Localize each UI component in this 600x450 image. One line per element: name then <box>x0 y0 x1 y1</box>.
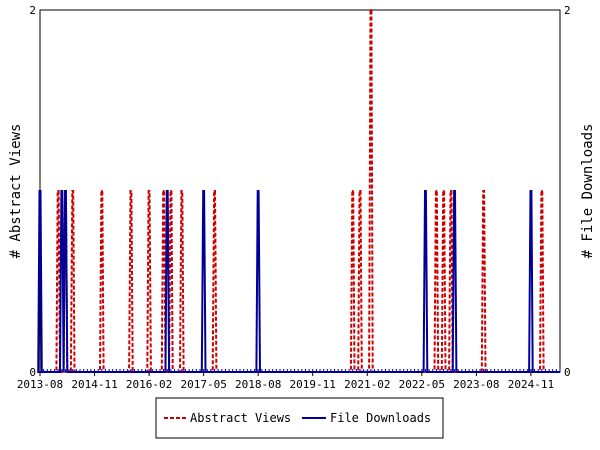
data-point-abstract-views <box>540 190 543 192</box>
data-point-abstract-views <box>129 190 132 192</box>
data-point-file-downloads <box>60 190 63 192</box>
series-layer <box>37 9 560 373</box>
data-point-abstract-views <box>57 190 60 192</box>
x-tick-label: 2013-08 <box>17 378 63 391</box>
x-tick-label: 2021-02 <box>344 378 390 391</box>
data-point-file-downloads <box>424 190 427 192</box>
x-tick-label: 2016-02 <box>126 378 172 391</box>
x-tick-label: 2024-11 <box>508 378 554 391</box>
y-tick-right-bottom: 0 <box>564 366 571 379</box>
x-tick-label: 2018-08 <box>235 378 281 391</box>
data-point-file-downloads <box>453 190 456 192</box>
x-tick-label: 2017-05 <box>180 378 226 391</box>
data-point-abstract-views <box>359 190 361 192</box>
legend-box <box>155 397 444 439</box>
x-tick-label: 2014-11 <box>71 378 117 391</box>
data-point-abstract-views <box>449 190 452 192</box>
x-tick-label: 2023-08 <box>453 378 499 391</box>
plot-area <box>39 9 561 373</box>
data-point-abstract-views <box>71 190 74 192</box>
y-tick-left-bottom: 0 <box>29 366 36 379</box>
data-point-abstract-views <box>369 9 372 11</box>
data-point-abstract-views <box>351 190 354 192</box>
data-point-abstract-views <box>162 190 165 192</box>
legend: Abstract Views File Downloads <box>155 397 444 439</box>
legend-label-abstract-views: Abstract Views <box>190 411 291 425</box>
data-point-abstract-views <box>148 190 151 192</box>
data-point-abstract-views <box>100 190 103 192</box>
y-axis-label-right: # File Downloads <box>580 124 596 259</box>
y-axis-label-left: # Abstract Views <box>8 124 24 259</box>
data-point-file-downloads <box>529 190 532 192</box>
data-point-file-downloads <box>202 190 205 192</box>
y-tick-right-top: 2 <box>564 4 571 17</box>
data-point-abstract-views <box>169 190 172 192</box>
data-point-file-downloads <box>166 190 169 192</box>
data-point-abstract-views <box>435 190 438 192</box>
x-tick-label: 2022-05 <box>399 378 445 391</box>
data-point-abstract-views <box>180 190 183 192</box>
data-point-abstract-views <box>213 190 216 192</box>
axis-layer: 2013-08 2014-11 2016-02 2017-05 2018-08 2019-… <box>17 369 561 391</box>
data-point-file-downloads <box>64 190 67 192</box>
data-point-file-downloads <box>39 190 41 192</box>
x-tick-label: 2019-11 <box>290 378 336 391</box>
data-point-abstract-views <box>442 190 445 192</box>
data-point-abstract-views <box>482 190 485 192</box>
y-tick-left-top: 2 <box>29 4 36 17</box>
legend-label-file-downloads: File Downloads <box>330 411 431 425</box>
data-point-file-downloads <box>257 190 260 192</box>
